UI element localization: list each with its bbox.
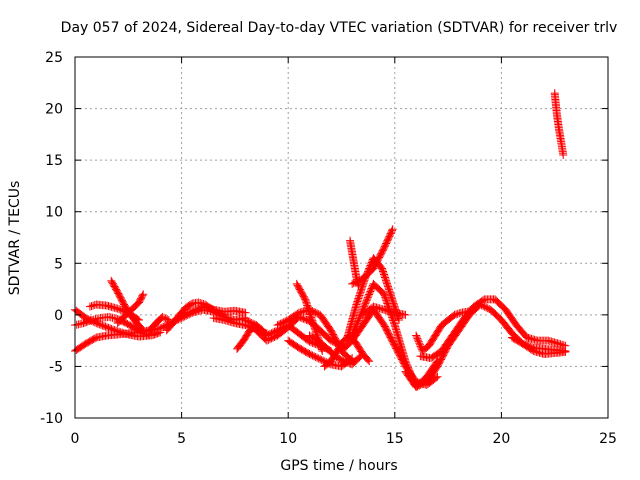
- x-axis-title: GPS time / hours: [280, 458, 397, 474]
- data-point: [241, 308, 250, 317]
- data-point: [433, 372, 442, 381]
- data-point: [138, 325, 147, 334]
- data-point: [156, 328, 165, 337]
- data-point: [354, 281, 363, 290]
- trace-t27: [412, 305, 478, 355]
- y-tick-label: 20: [45, 102, 63, 118]
- trace-t17: [305, 331, 365, 369]
- data-point: [556, 340, 565, 349]
- data-point: [156, 314, 165, 323]
- y-tick-label: -5: [49, 359, 63, 375]
- data-points: [71, 89, 570, 392]
- data-point: [158, 312, 167, 321]
- data-point: [468, 306, 477, 315]
- trace-t22: [348, 225, 397, 288]
- y-tick-label: 15: [45, 153, 63, 169]
- y-tick-label: 5: [54, 256, 63, 272]
- trace-t24: [358, 302, 410, 319]
- data-point: [164, 316, 173, 325]
- data-point: [559, 150, 568, 159]
- data-point: [394, 314, 403, 323]
- trace-t16: [292, 279, 327, 355]
- data-point: [554, 339, 563, 348]
- x-tick-label: 10: [279, 431, 297, 447]
- chart-title: Day 057 of 2024, Sidereal Day-to-day VTE…: [61, 20, 618, 36]
- x-tick-label: 5: [177, 431, 186, 447]
- trace-t9: [177, 302, 250, 319]
- data-point: [464, 307, 473, 316]
- x-tick-label: 20: [492, 431, 510, 447]
- trace-t28: [508, 333, 570, 359]
- data-point: [452, 310, 461, 319]
- data-point: [163, 315, 172, 324]
- x-tick-label: 25: [599, 431, 617, 447]
- data-point: [561, 347, 570, 356]
- trace-t3: [71, 305, 154, 341]
- data-point: [455, 309, 464, 318]
- x-tick-label: 15: [386, 431, 404, 447]
- plot-frame: [74, 56, 609, 419]
- axis-ticks: 0 5 10 15 20 25 -10 -5 0 5 10 15 20 25: [40, 50, 617, 447]
- trace-t23: [346, 236, 363, 290]
- y-tick-label: 25: [45, 50, 63, 66]
- data-point: [463, 307, 472, 316]
- data-point: [318, 346, 327, 355]
- data-point: [87, 302, 96, 311]
- x-tick-label: 0: [71, 431, 80, 447]
- trace-t29: [550, 89, 568, 159]
- trace-t5: [107, 276, 148, 335]
- data-point: [453, 309, 462, 318]
- data-point: [450, 310, 459, 319]
- data-point: [89, 301, 98, 310]
- data-point: [469, 305, 478, 314]
- data-point: [154, 328, 163, 337]
- data-point: [466, 306, 475, 315]
- data-point: [388, 226, 397, 235]
- data-point: [558, 340, 567, 349]
- data-point: [559, 341, 568, 350]
- data-point: [139, 290, 148, 299]
- data-point: [417, 345, 426, 354]
- y-tick-label: 10: [45, 205, 63, 221]
- data-point: [364, 356, 373, 365]
- data-point: [388, 225, 397, 234]
- y-tick-label: 0: [54, 308, 63, 324]
- data-point: [138, 291, 147, 300]
- data-point: [365, 357, 374, 366]
- trace-t6: [113, 290, 148, 328]
- data-point: [160, 313, 169, 322]
- data-point: [161, 314, 170, 323]
- data-point: [401, 310, 410, 319]
- y-tick-label: -10: [40, 411, 63, 427]
- y-axis-title: SDTVAR / TECUs: [7, 181, 23, 296]
- trace-t7: [145, 312, 173, 335]
- data-point: [85, 302, 94, 311]
